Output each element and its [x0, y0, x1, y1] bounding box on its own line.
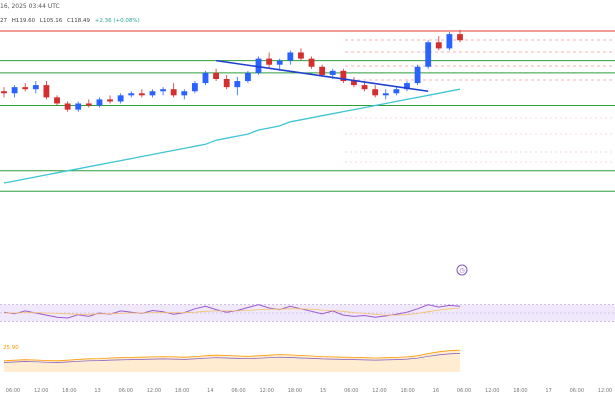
candle-down [340, 70, 347, 82]
x-tick-label: 06:00 [6, 388, 20, 394]
candle-up [414, 66, 421, 84]
x-tick-label: 12:00 [147, 388, 161, 394]
candle-up [160, 89, 166, 92]
rsi-line [3, 304, 461, 319]
candle-down [457, 34, 463, 41]
candle-up [255, 58, 262, 73]
moving-average-line [3, 88, 461, 184]
candle-down [266, 58, 273, 65]
candle-down [107, 99, 113, 102]
candle-up [382, 93, 389, 96]
candle-up [393, 89, 400, 94]
candle-up [191, 83, 198, 92]
x-tick-label: 06:00 [231, 388, 245, 394]
candle-down [64, 103, 71, 110]
ohlc-close: C118.49 [66, 18, 91, 24]
candle-down [319, 66, 326, 75]
x-tick-label: 12:00 [598, 388, 612, 394]
candle-down [138, 93, 145, 96]
ohlc-high: H119.60 [11, 18, 36, 24]
candle-up [32, 85, 39, 90]
x-tick-label: 14 [207, 388, 213, 394]
badge-glyph: ◷ [459, 267, 464, 274]
indicator-area [4, 350, 460, 372]
candle-up [117, 95, 124, 102]
chart-title: 16, 2025 03:44 UTC [0, 3, 60, 10]
ohlc-readout: 27 H119.60 L105.16 C118.49 +2.36 (+0.08%… [0, 18, 143, 24]
x-tick-label: 17 [545, 388, 551, 394]
x-tick-label: 18:00 [62, 388, 76, 394]
x-tick-label: 06:00 [344, 388, 358, 394]
bearish-trend-line [215, 59, 429, 93]
candle-down [213, 72, 220, 79]
candle-down [308, 58, 315, 67]
candle-up [276, 60, 283, 65]
candle-down [85, 103, 92, 106]
candle-up [404, 83, 410, 90]
candle-up [75, 103, 82, 110]
candle-down [170, 89, 177, 96]
indicator-value-label: 25.90 [3, 345, 19, 351]
x-tick-label: 12:00 [260, 388, 274, 394]
candle-up [329, 70, 336, 75]
candle-down [361, 85, 368, 90]
x-tick-label: 18:00 [175, 388, 189, 394]
candle-down [298, 52, 304, 59]
candle-up [202, 72, 209, 84]
x-tick-label: 06:00 [457, 388, 471, 394]
candle-up [446, 34, 453, 49]
candle-up [244, 72, 251, 82]
candle-up [128, 93, 135, 96]
clock-icon [456, 264, 468, 276]
rsi-signal-line [4, 307, 461, 316]
candle-down [43, 85, 50, 98]
candle-down [351, 81, 357, 86]
candle-down [435, 42, 442, 49]
candle-down [54, 97, 60, 104]
candle-up [425, 42, 432, 67]
candle-up [287, 52, 294, 61]
candle-down [372, 89, 379, 96]
x-tick-label: 12:00 [485, 388, 499, 394]
candle-down [223, 79, 230, 88]
ohlc-low: L105.16 [39, 18, 63, 24]
x-tick-label: 18:00 [400, 388, 414, 394]
indicator-line-secondary [3, 353, 461, 363]
x-tick-label: 18:00 [513, 388, 527, 394]
x-tick-label: 12:00 [372, 388, 386, 394]
candle-up [11, 87, 18, 94]
rsi-band [0, 304, 615, 322]
candle-up [234, 81, 241, 88]
x-tick-label: 18:00 [288, 388, 302, 394]
candle-down [1, 91, 7, 94]
candle-up [181, 91, 188, 96]
x-tick-label: 15 [320, 388, 326, 394]
candle-down [22, 87, 29, 90]
x-tick-label: 06:00 [570, 388, 584, 394]
x-tick-label: 16 [433, 388, 439, 394]
x-tick-label: 13 [94, 388, 100, 394]
x-tick-label: 06:00 [119, 388, 133, 394]
candle-up [96, 99, 103, 106]
x-tick-label: 12:00 [34, 388, 48, 394]
ohlc-prefix: 27 [0, 18, 7, 24]
ohlc-change: +2.36 (+0.08%) [94, 18, 140, 24]
candle-up [149, 91, 156, 96]
indicator-line [3, 349, 461, 362]
